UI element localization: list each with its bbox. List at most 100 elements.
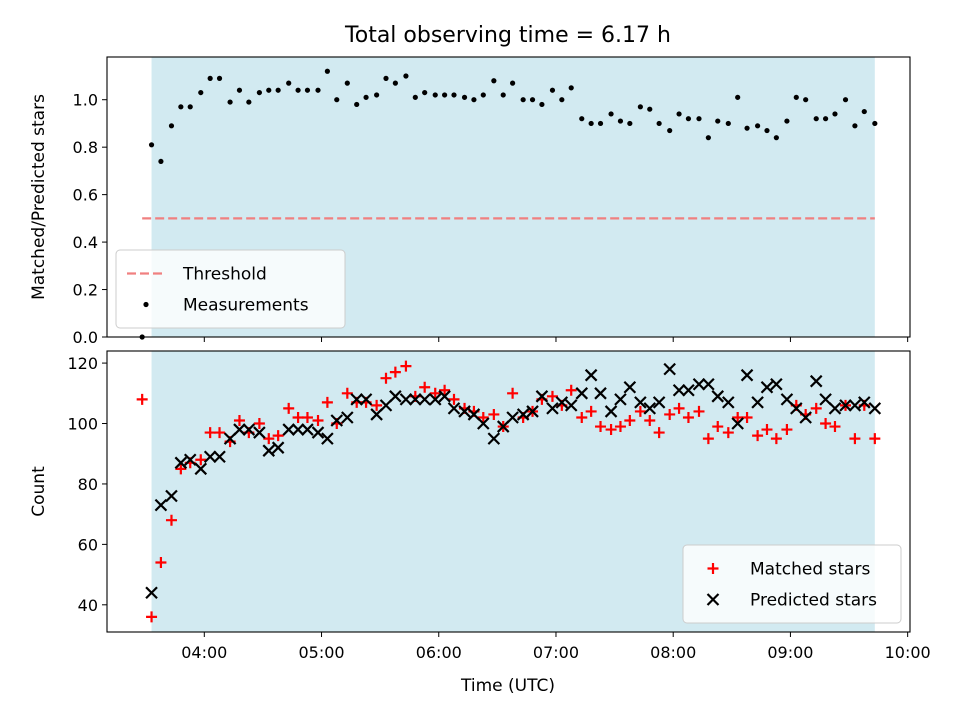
measurement-point — [403, 73, 409, 79]
measurement-point — [832, 111, 838, 117]
measurement-point — [471, 97, 477, 103]
y-axis-label: Count — [29, 466, 49, 517]
measurement-point — [696, 116, 702, 122]
measurement-point — [187, 104, 193, 110]
measurement-point — [735, 94, 741, 100]
matched-star-point — [682, 411, 694, 423]
matched-star-point — [624, 414, 636, 426]
predicted-star-point — [790, 402, 803, 415]
measurement-point — [500, 92, 506, 98]
legend-predicted-swatch — [706, 593, 720, 606]
matched-star-point — [664, 408, 676, 420]
predicted-star-point — [614, 393, 627, 406]
predicted-star-point — [692, 377, 706, 391]
legend-box — [682, 544, 902, 624]
predicted-star-point — [770, 377, 783, 391]
predicted-star-point — [760, 380, 774, 394]
matched-star-point — [371, 399, 383, 411]
count-panel: 04:00 05:00 06:00 07:00 08:00 09:00 10:00 40 60 8… — [29, 350, 931, 662]
predicted-star-point — [682, 384, 695, 397]
predicted-star-point — [399, 393, 413, 406]
measurement-point — [861, 108, 867, 115]
predicted-star-point — [477, 417, 490, 430]
predicted-star-point — [311, 426, 325, 439]
legend-label: Predicted stars — [750, 591, 877, 611]
y-tick-label: 0.8 — [73, 138, 98, 157]
matched-star-point — [195, 454, 207, 466]
matched-star-point — [644, 414, 656, 426]
matched-star-point — [204, 427, 216, 439]
matched-star-point — [419, 381, 431, 393]
x-tick-label: 08:00 — [650, 643, 696, 662]
predicted-star-point — [447, 402, 461, 415]
measurement-point — [491, 78, 497, 84]
y-tick-label: 0.6 — [73, 186, 98, 205]
measurement-point — [803, 97, 809, 103]
matched-star-point — [595, 421, 607, 433]
measurement-point — [304, 87, 311, 93]
measurement-point — [773, 135, 779, 141]
matched-star-point — [849, 433, 861, 445]
predicted-star-point — [672, 384, 686, 397]
matched-star-point — [136, 393, 148, 405]
measurement-point — [246, 99, 252, 105]
predicted-star-point — [350, 393, 363, 406]
legend-box — [115, 249, 346, 329]
matched-star-point — [321, 396, 333, 408]
predicted-star-point — [145, 586, 158, 599]
legend-label: Measurements — [183, 296, 309, 316]
predicted-star-point — [154, 498, 168, 512]
x-tick-label: 06:00 — [416, 643, 462, 662]
matched-star-point — [810, 402, 822, 414]
predicted-star-point — [526, 405, 539, 418]
matched-star-point — [439, 384, 451, 396]
matched-star-point — [312, 414, 324, 426]
matched-star-point — [712, 421, 724, 433]
measurement-point — [705, 135, 711, 141]
measurement-point — [813, 116, 819, 122]
measurement-point — [872, 120, 878, 127]
measurement-point — [198, 89, 204, 96]
legend: Threshold Measurements — [115, 249, 346, 329]
matched-star-point — [673, 402, 685, 414]
predicted-star-point — [751, 396, 764, 409]
measurement-point — [793, 94, 799, 100]
measurement-point — [158, 158, 164, 165]
matched-star-point — [146, 611, 158, 623]
predicted-star-point — [809, 374, 823, 388]
measurement-point — [647, 106, 653, 112]
matched-star-point — [820, 418, 832, 430]
matched-star-point — [653, 427, 665, 439]
predicted-star-point — [183, 453, 197, 467]
predicted-star-point — [379, 399, 393, 412]
predicted-star-point — [555, 396, 569, 409]
measurement-point — [148, 142, 155, 148]
measurement-point — [667, 127, 673, 134]
predicted-star-point — [731, 417, 744, 430]
measurement-point — [627, 120, 633, 127]
matched-star-point — [605, 424, 617, 436]
measurement-point — [588, 120, 594, 127]
predicted-star-point — [487, 432, 501, 445]
matched-star-point — [732, 411, 744, 423]
predicted-star-point — [242, 423, 256, 436]
predicted-star-point — [535, 390, 549, 403]
measurement-point — [852, 123, 858, 129]
predicted-star-point — [341, 411, 354, 424]
x-tick-label: 07:00 — [533, 643, 579, 662]
measurement-point — [451, 92, 457, 98]
measurement-point — [744, 125, 750, 131]
predicted-star-point — [868, 402, 882, 415]
measurement-point — [549, 87, 556, 93]
predicted-star-point — [370, 408, 383, 421]
legend-matched-swatch — [707, 563, 719, 574]
predicted-star-point — [663, 362, 676, 376]
matched-star-point — [175, 463, 187, 475]
matched-star-point — [155, 557, 167, 569]
measurement-point — [178, 104, 184, 110]
predicted-star-point — [409, 393, 422, 406]
matched-star-point — [770, 433, 782, 445]
predicted-star-point — [575, 387, 589, 400]
measurement-point — [784, 118, 790, 124]
matched-star-point — [429, 387, 441, 399]
